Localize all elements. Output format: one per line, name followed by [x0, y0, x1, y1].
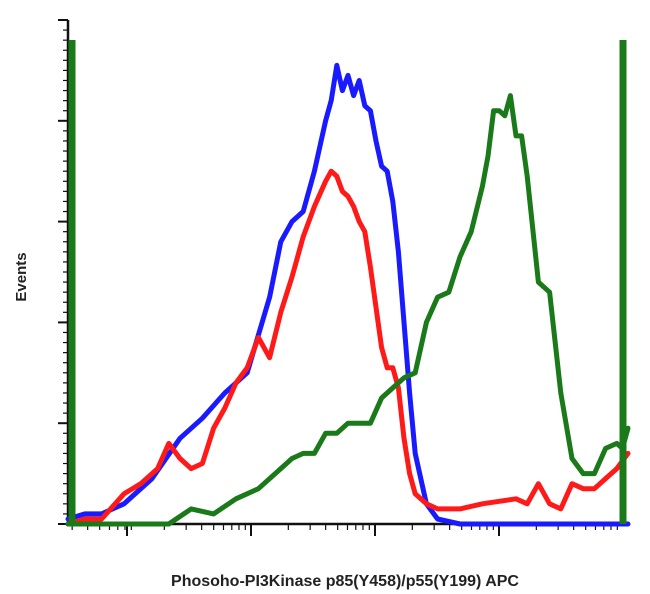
series-layer [65, 40, 631, 527]
series-line-1 [65, 62, 631, 527]
y-axis-title: Events [13, 252, 30, 301]
y-axis-ticks [58, 19, 68, 525]
series-line-3 [65, 93, 631, 527]
series-line-2 [65, 168, 631, 527]
plot-frame [66, 20, 628, 526]
x-axis-title: Phosoho-PI3Kinase p85(Y458)/p55(Y199) AP… [171, 573, 519, 590]
